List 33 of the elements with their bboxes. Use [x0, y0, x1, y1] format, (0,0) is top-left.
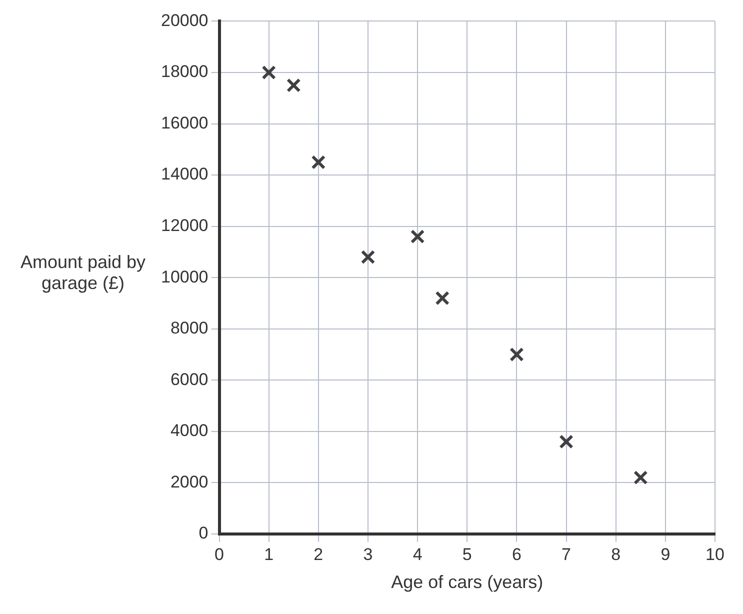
point [559, 434, 574, 449]
y-tick-label: 2000 [170, 472, 208, 492]
point [435, 290, 450, 306]
x-tick-label: 3 [363, 544, 373, 564]
point [633, 470, 648, 485]
y-tick-label: 20000 [160, 10, 208, 30]
point [360, 250, 376, 264]
x-tick-label: 7 [562, 544, 572, 564]
y-tick-label: 8000 [170, 318, 208, 338]
point [410, 229, 425, 244]
x-axis-title: Age of cars (years) [391, 572, 544, 592]
x-tick-label: 8 [611, 544, 621, 564]
y-tick-label: 6000 [170, 370, 208, 389]
point [510, 347, 524, 362]
x-tick-label: 6 [512, 544, 522, 564]
y-tick-label: 16000 [160, 113, 208, 132]
x-tick-label: 1 [264, 544, 274, 564]
point [311, 155, 326, 170]
x-tick-label: 2 [314, 544, 324, 564]
y-tick-label: 14000 [160, 164, 208, 184]
x-tick-label: 0 [214, 544, 224, 564]
x-tick-label: 10 [706, 544, 724, 564]
y-tick-label: 18000 [160, 62, 208, 82]
y-tick-label: 10000 [160, 267, 208, 286]
y-tick-label: 12000 [160, 216, 208, 236]
x-tick-label: 4 [412, 544, 422, 564]
y-axis-title: Amount paid by garage (£) [19, 252, 147, 294]
point [286, 78, 301, 92]
point [262, 65, 276, 80]
x-tick-label: 9 [660, 544, 670, 564]
y-tick-label: 0 [198, 524, 208, 543]
y-tick-label: 4000 [170, 421, 208, 440]
x-tick-label: 5 [462, 544, 472, 564]
